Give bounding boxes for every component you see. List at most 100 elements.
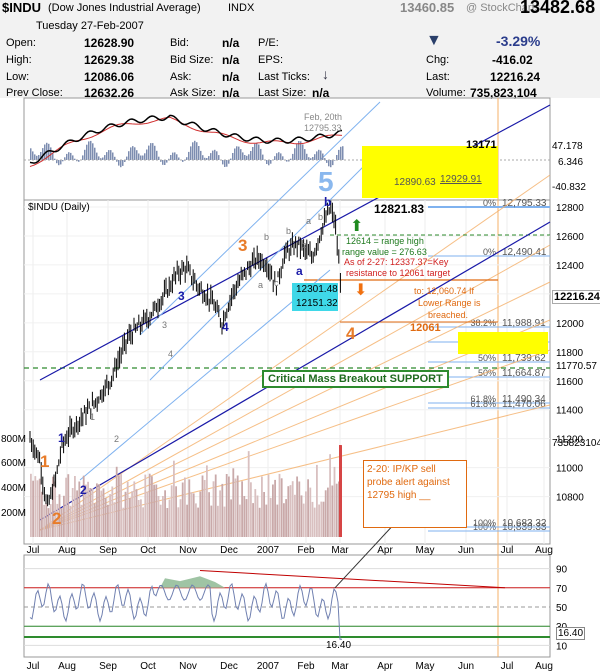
- histogram-bar: [90, 140, 92, 160]
- fib-pct-label: 38.2%: [470, 318, 496, 328]
- volume-bar: [153, 484, 155, 537]
- histogram-bar: [50, 147, 52, 160]
- histogram-bar: [260, 148, 262, 160]
- histogram-bar: [200, 150, 202, 160]
- volume-bar: [113, 502, 116, 537]
- histogram-bar: [92, 143, 94, 160]
- histogram-bar: [100, 158, 102, 160]
- rsi-x-tick-label: Sep: [99, 661, 117, 672]
- fib-pct-label: 61.8%: [470, 394, 496, 404]
- x-tick-label: Jul: [27, 545, 40, 556]
- rsi-x-tick-label: Apr: [377, 661, 393, 672]
- eps-label: EPS:: [258, 54, 284, 66]
- volume-bar: [302, 503, 305, 537]
- y-tick-label: 11400: [556, 406, 584, 417]
- range-high-note: 12614 = range high: [346, 236, 424, 246]
- last-ticks-label: Last Ticks:: [258, 71, 310, 83]
- histogram-bar: [324, 158, 326, 160]
- price-box-upper: 12301.48: [296, 284, 338, 295]
- volume-bar: [32, 480, 34, 537]
- volume-bar: [214, 474, 217, 537]
- wave-2-label: 2: [52, 509, 62, 528]
- volume-bar: [300, 495, 303, 537]
- histogram-bar: [258, 144, 260, 160]
- histogram-bar: [196, 142, 198, 160]
- annotation-12929: 12929.91: [440, 174, 482, 185]
- wave-4-blue-label: 4: [222, 320, 229, 334]
- x-tick-label: Aug: [58, 545, 76, 556]
- histogram-bar: [274, 156, 276, 160]
- volume-bar: [340, 445, 342, 537]
- histogram-bar: [44, 144, 46, 160]
- volume-bar: [137, 500, 140, 537]
- exchange: INDX: [228, 2, 255, 14]
- histogram-bar: [158, 156, 160, 160]
- histogram-bar: [326, 160, 328, 163]
- rsi-x-tick-label: Jul: [501, 661, 514, 672]
- fib-value-label: 10,683.32: [502, 518, 547, 529]
- volume-bar: [285, 499, 287, 537]
- volume-bar: [324, 490, 327, 537]
- prev-close-value: 12632.26: [84, 86, 135, 100]
- histogram-bar: [146, 149, 148, 160]
- symbol: $INDU: [2, 0, 42, 15]
- histogram-bar: [222, 160, 224, 165]
- volume-bar: [223, 506, 226, 537]
- volume-bar: [225, 474, 228, 537]
- volume-bar: [322, 501, 325, 537]
- histogram-bar: [270, 160, 272, 164]
- volume-bar: [212, 481, 215, 537]
- fib-pct-label: 0%: [483, 247, 496, 257]
- volume-bar: [186, 504, 188, 537]
- fib-value-label: 12,490.41: [502, 247, 547, 258]
- annotation-12821: 12821.83: [374, 202, 425, 216]
- histogram-bar: [338, 149, 340, 160]
- histogram-bar: [82, 155, 84, 160]
- wave-3-label: 3: [238, 236, 248, 255]
- histogram-bar: [218, 155, 220, 160]
- volume-bar: [181, 482, 184, 537]
- rsi-y-tick-label: 90: [556, 565, 568, 576]
- histogram-bar: [34, 154, 36, 160]
- volume-bar: [296, 476, 298, 537]
- histogram-bar: [130, 147, 132, 160]
- volume-bar: [241, 481, 243, 537]
- histogram-bar: [308, 157, 310, 160]
- histogram-bar: [140, 155, 142, 160]
- histogram-bar: [122, 160, 124, 166]
- volume-bar: [100, 490, 103, 537]
- volume-bar: [177, 507, 180, 537]
- rsi-x-tick-label: 2007: [257, 661, 280, 672]
- volume-bar: [122, 507, 125, 537]
- indicator-tag-mid: 6.346: [558, 157, 584, 168]
- volume-bar: [320, 501, 323, 537]
- histogram-bar: [300, 141, 302, 160]
- histogram-bar: [328, 160, 330, 167]
- wave-1-label: 1: [40, 452, 50, 471]
- x-tick-label: Jun: [458, 545, 474, 556]
- volume-tick-label: 800M: [1, 434, 26, 445]
- sell-alert-box: 2-20: IP/KP sell probe alert against 127…: [363, 460, 467, 528]
- fib-pct-label: 50%: [478, 353, 496, 363]
- volume-bar: [335, 483, 338, 537]
- volume-bar: [261, 476, 263, 537]
- fib-pct-label: 61.8%: [470, 399, 496, 409]
- histogram-bar: [64, 157, 66, 160]
- histogram-bar: [186, 157, 188, 160]
- histogram-bar: [166, 160, 168, 163]
- volume-bar: [93, 503, 96, 537]
- volume-bar: [85, 484, 87, 537]
- histogram-bar: [102, 157, 104, 160]
- histogram-bar: [294, 148, 296, 160]
- volume-bar: [228, 476, 230, 537]
- volume-bar: [307, 479, 309, 537]
- histogram-bar: [120, 160, 122, 168]
- volume-bar: [338, 481, 340, 537]
- fib-pct-label: 0%: [483, 198, 496, 208]
- rsi-x-tick-label: Jul: [27, 661, 40, 672]
- volume-bar: [102, 488, 105, 537]
- histogram-bar: [234, 148, 236, 160]
- y-tick-label: 11000: [556, 464, 584, 475]
- macd-line: [29, 114, 343, 164]
- fib-value-label: 11,490.34: [502, 394, 546, 405]
